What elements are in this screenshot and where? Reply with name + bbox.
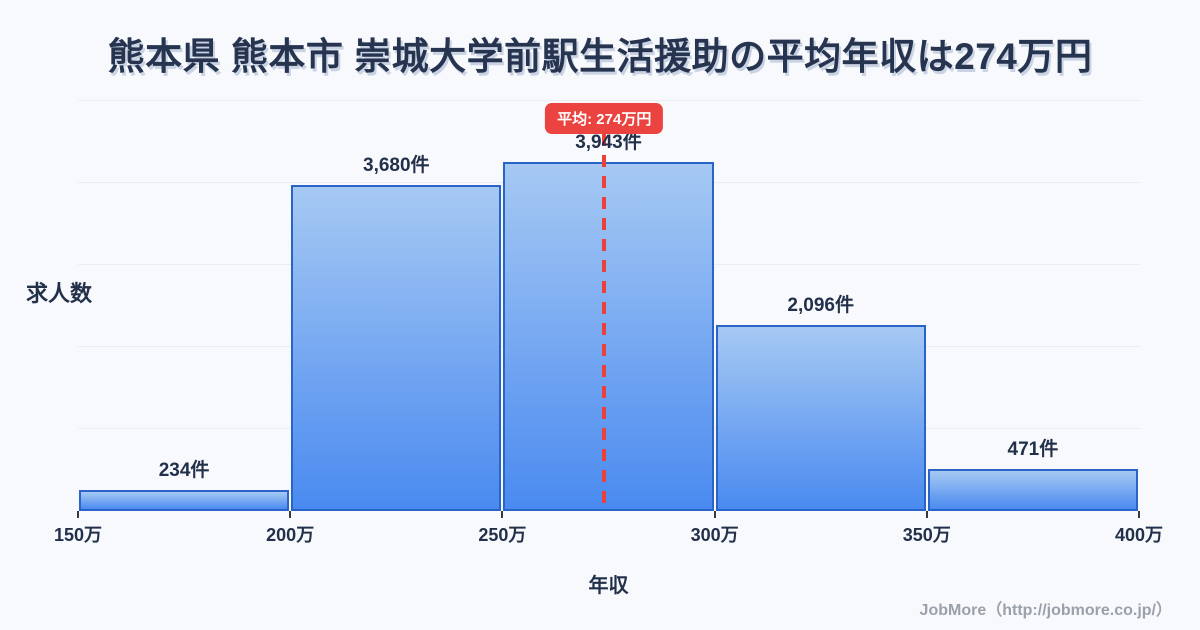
histogram-bar bbox=[927, 469, 1138, 511]
x-tick-label: 250万 bbox=[478, 525, 527, 545]
x-tick-mark bbox=[713, 511, 716, 518]
x-tick-label: 150万 bbox=[53, 525, 103, 545]
histogram-bar bbox=[715, 325, 926, 511]
y-gridline bbox=[78, 100, 1141, 101]
x-tick-label: 350万 bbox=[902, 525, 951, 545]
x-tick-mark bbox=[289, 511, 292, 518]
plot-area: 平均: 274万円 234件 3,680件 3,943件 2,096件 471件 150万… bbox=[54, 100, 1163, 545]
y-axis-title: 求人数 bbox=[26, 281, 93, 306]
x-tick-mark bbox=[501, 511, 504, 518]
x-tick-label: 400万 bbox=[1114, 525, 1164, 545]
bar-value-label: 471件 bbox=[1007, 439, 1059, 460]
bar-value-label: 2,096件 bbox=[787, 295, 854, 316]
bar-value-label: 3,943件 bbox=[575, 132, 642, 153]
histogram-bar bbox=[79, 490, 290, 511]
histogram-bar bbox=[503, 162, 714, 511]
x-tick-mark bbox=[77, 511, 79, 518]
bar-value-label: 234件 bbox=[158, 460, 210, 481]
x-tick-mark bbox=[925, 511, 928, 518]
bar-value-label: 3,680件 bbox=[363, 155, 430, 176]
mean-badge: 平均: 274万円 bbox=[545, 103, 664, 134]
histogram-bar bbox=[291, 185, 502, 511]
chart-title: 熊本県 熊本市 崇城大学前駅生活援助の平均年収は274万円 bbox=[107, 36, 1093, 77]
x-tick-mark bbox=[1138, 511, 1140, 518]
x-tick-label: 200万 bbox=[266, 525, 315, 545]
x-axis-title: 年収 bbox=[588, 575, 629, 597]
footer-credit: JobMore（http://jobmore.co.jp/） bbox=[919, 602, 1172, 619]
x-tick-label: 300万 bbox=[690, 525, 739, 545]
mean-line bbox=[602, 134, 607, 511]
